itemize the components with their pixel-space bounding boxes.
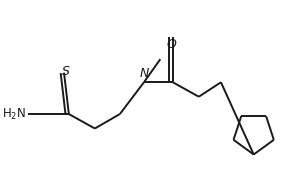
Text: $\mathregular{H_2N}$: $\mathregular{H_2N}$ — [2, 107, 26, 122]
Text: N: N — [139, 67, 148, 80]
Text: O: O — [167, 38, 177, 51]
Text: S: S — [62, 65, 70, 78]
